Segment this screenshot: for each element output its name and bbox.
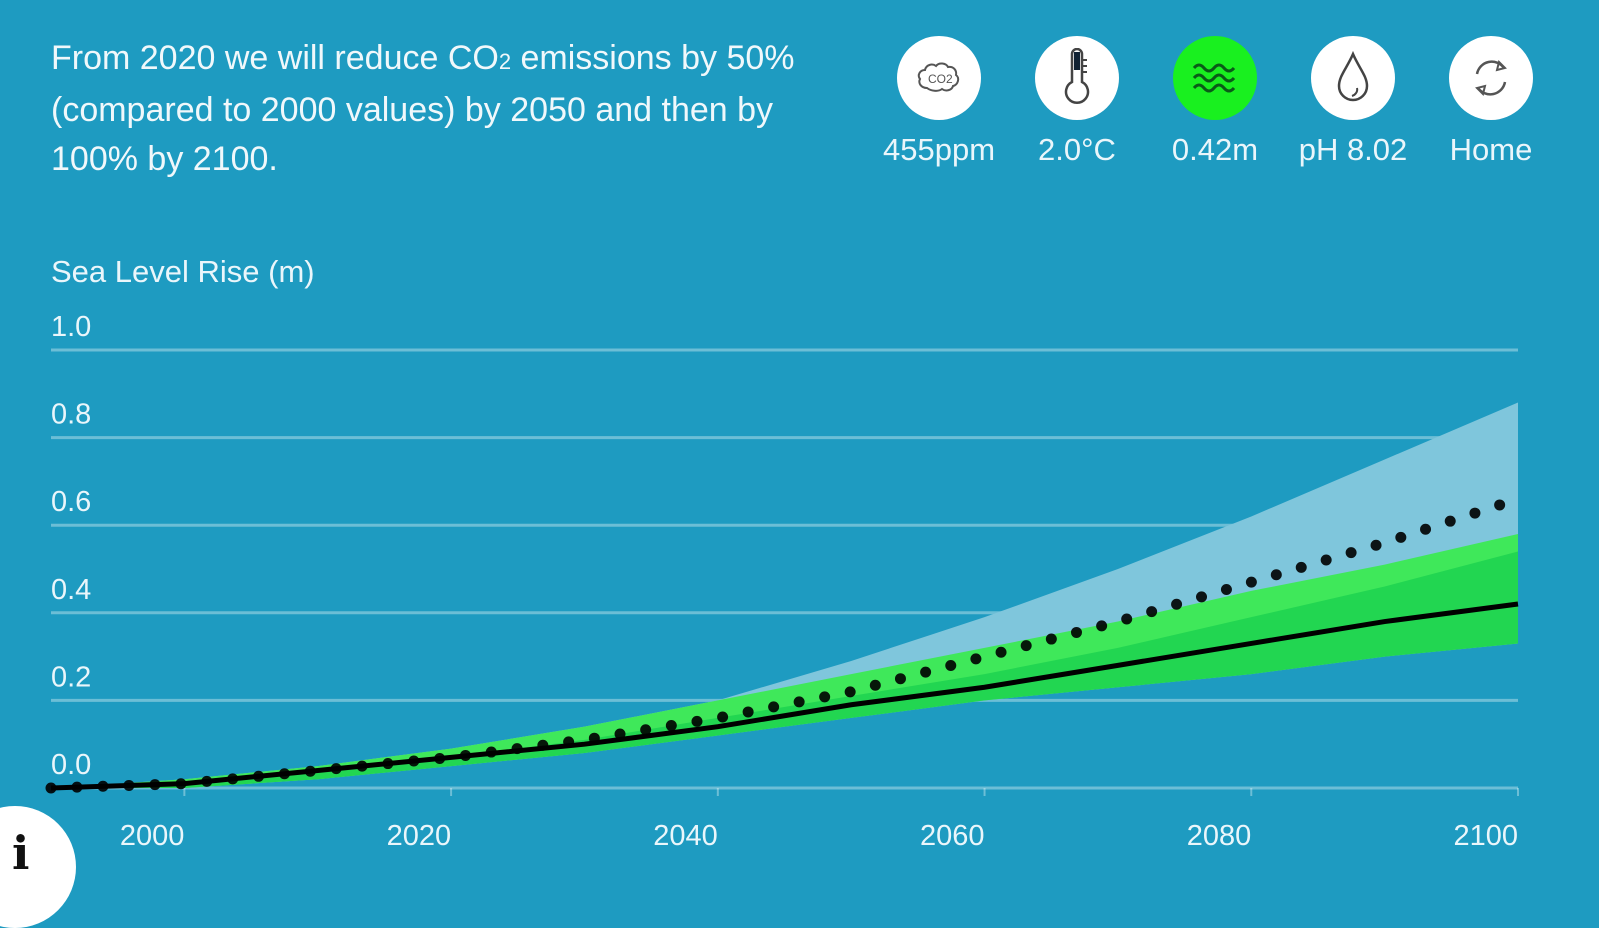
x-tick-label: 2000	[120, 820, 185, 852]
band-band-green-dark	[51, 551, 1518, 788]
y-tick-label: 0.8	[51, 399, 91, 431]
co2-value: 455ppm	[882, 132, 996, 167]
y-tick-label: 0.6	[51, 486, 91, 518]
temperature-value: 2.0°C	[1038, 132, 1116, 167]
x-tick-label: 2080	[1187, 820, 1252, 852]
x-axis: 2000 2020 2040 2060 2080 2100	[51, 786, 1519, 852]
waves-icon[interactable]	[1173, 36, 1257, 120]
indicator-nav: CO2 455ppm 2.0°C 0.42m pH 8.02 Home	[870, 36, 1560, 168]
x-tick-label: 2060	[920, 820, 985, 852]
y-tick-label: 1.0	[51, 311, 91, 343]
range-bands	[51, 402, 1518, 788]
y-tick-label: 0.2	[51, 661, 91, 693]
series-lines	[45, 493, 1524, 794]
intro-text-post: emissions by 50% (compared to 2000 value…	[51, 39, 795, 178]
ph-value: pH 8.02	[1298, 132, 1408, 167]
home-label: Home	[1449, 132, 1533, 167]
y-tick-labels: 0.0 0.2 0.4 0.6 0.8 1.0	[51, 311, 91, 781]
scenario-description: From 2020 we will reduce CO2 emissions b…	[51, 34, 811, 184]
y-tick-label: 0.0	[51, 749, 91, 781]
y-axis-title: Sea Level Rise (m)	[51, 254, 315, 289]
info-icon: i	[12, 826, 30, 880]
y-tick-label: 0.4	[51, 574, 91, 606]
co2-cloud-icon[interactable]: CO2	[897, 36, 981, 120]
refresh-home-icon[interactable]	[1449, 36, 1533, 120]
water-drop-icon[interactable]	[1311, 36, 1395, 120]
line-business-as-usual	[45, 493, 1524, 794]
x-tick-label: 2020	[387, 820, 452, 852]
co2-subscript: 2	[498, 49, 512, 74]
sea-level-chart: Sea Level Rise (m) 0.0 0.2 0.4 0.6 0.8 1.0 20…	[45, 254, 1524, 852]
x-tick-label: 2100	[1453, 820, 1518, 852]
nav-sea-level[interactable]: 0.42m	[1146, 36, 1284, 168]
x-tick-label: 2040	[653, 820, 718, 852]
line-with-reductions	[50, 601, 1519, 791]
svg-text:CO2: CO2	[928, 72, 953, 86]
sea-level-value: 0.42m	[1171, 132, 1259, 167]
nav-ph[interactable]: pH 8.02	[1284, 36, 1422, 168]
intro-text-pre: From 2020 we will reduce CO	[51, 39, 499, 77]
nav-temperature[interactable]: 2.0°C	[1008, 36, 1146, 168]
nav-co2[interactable]: CO2 455ppm	[870, 36, 1008, 168]
nav-home[interactable]: Home	[1422, 36, 1560, 168]
thermometer-icon[interactable]	[1035, 36, 1119, 120]
